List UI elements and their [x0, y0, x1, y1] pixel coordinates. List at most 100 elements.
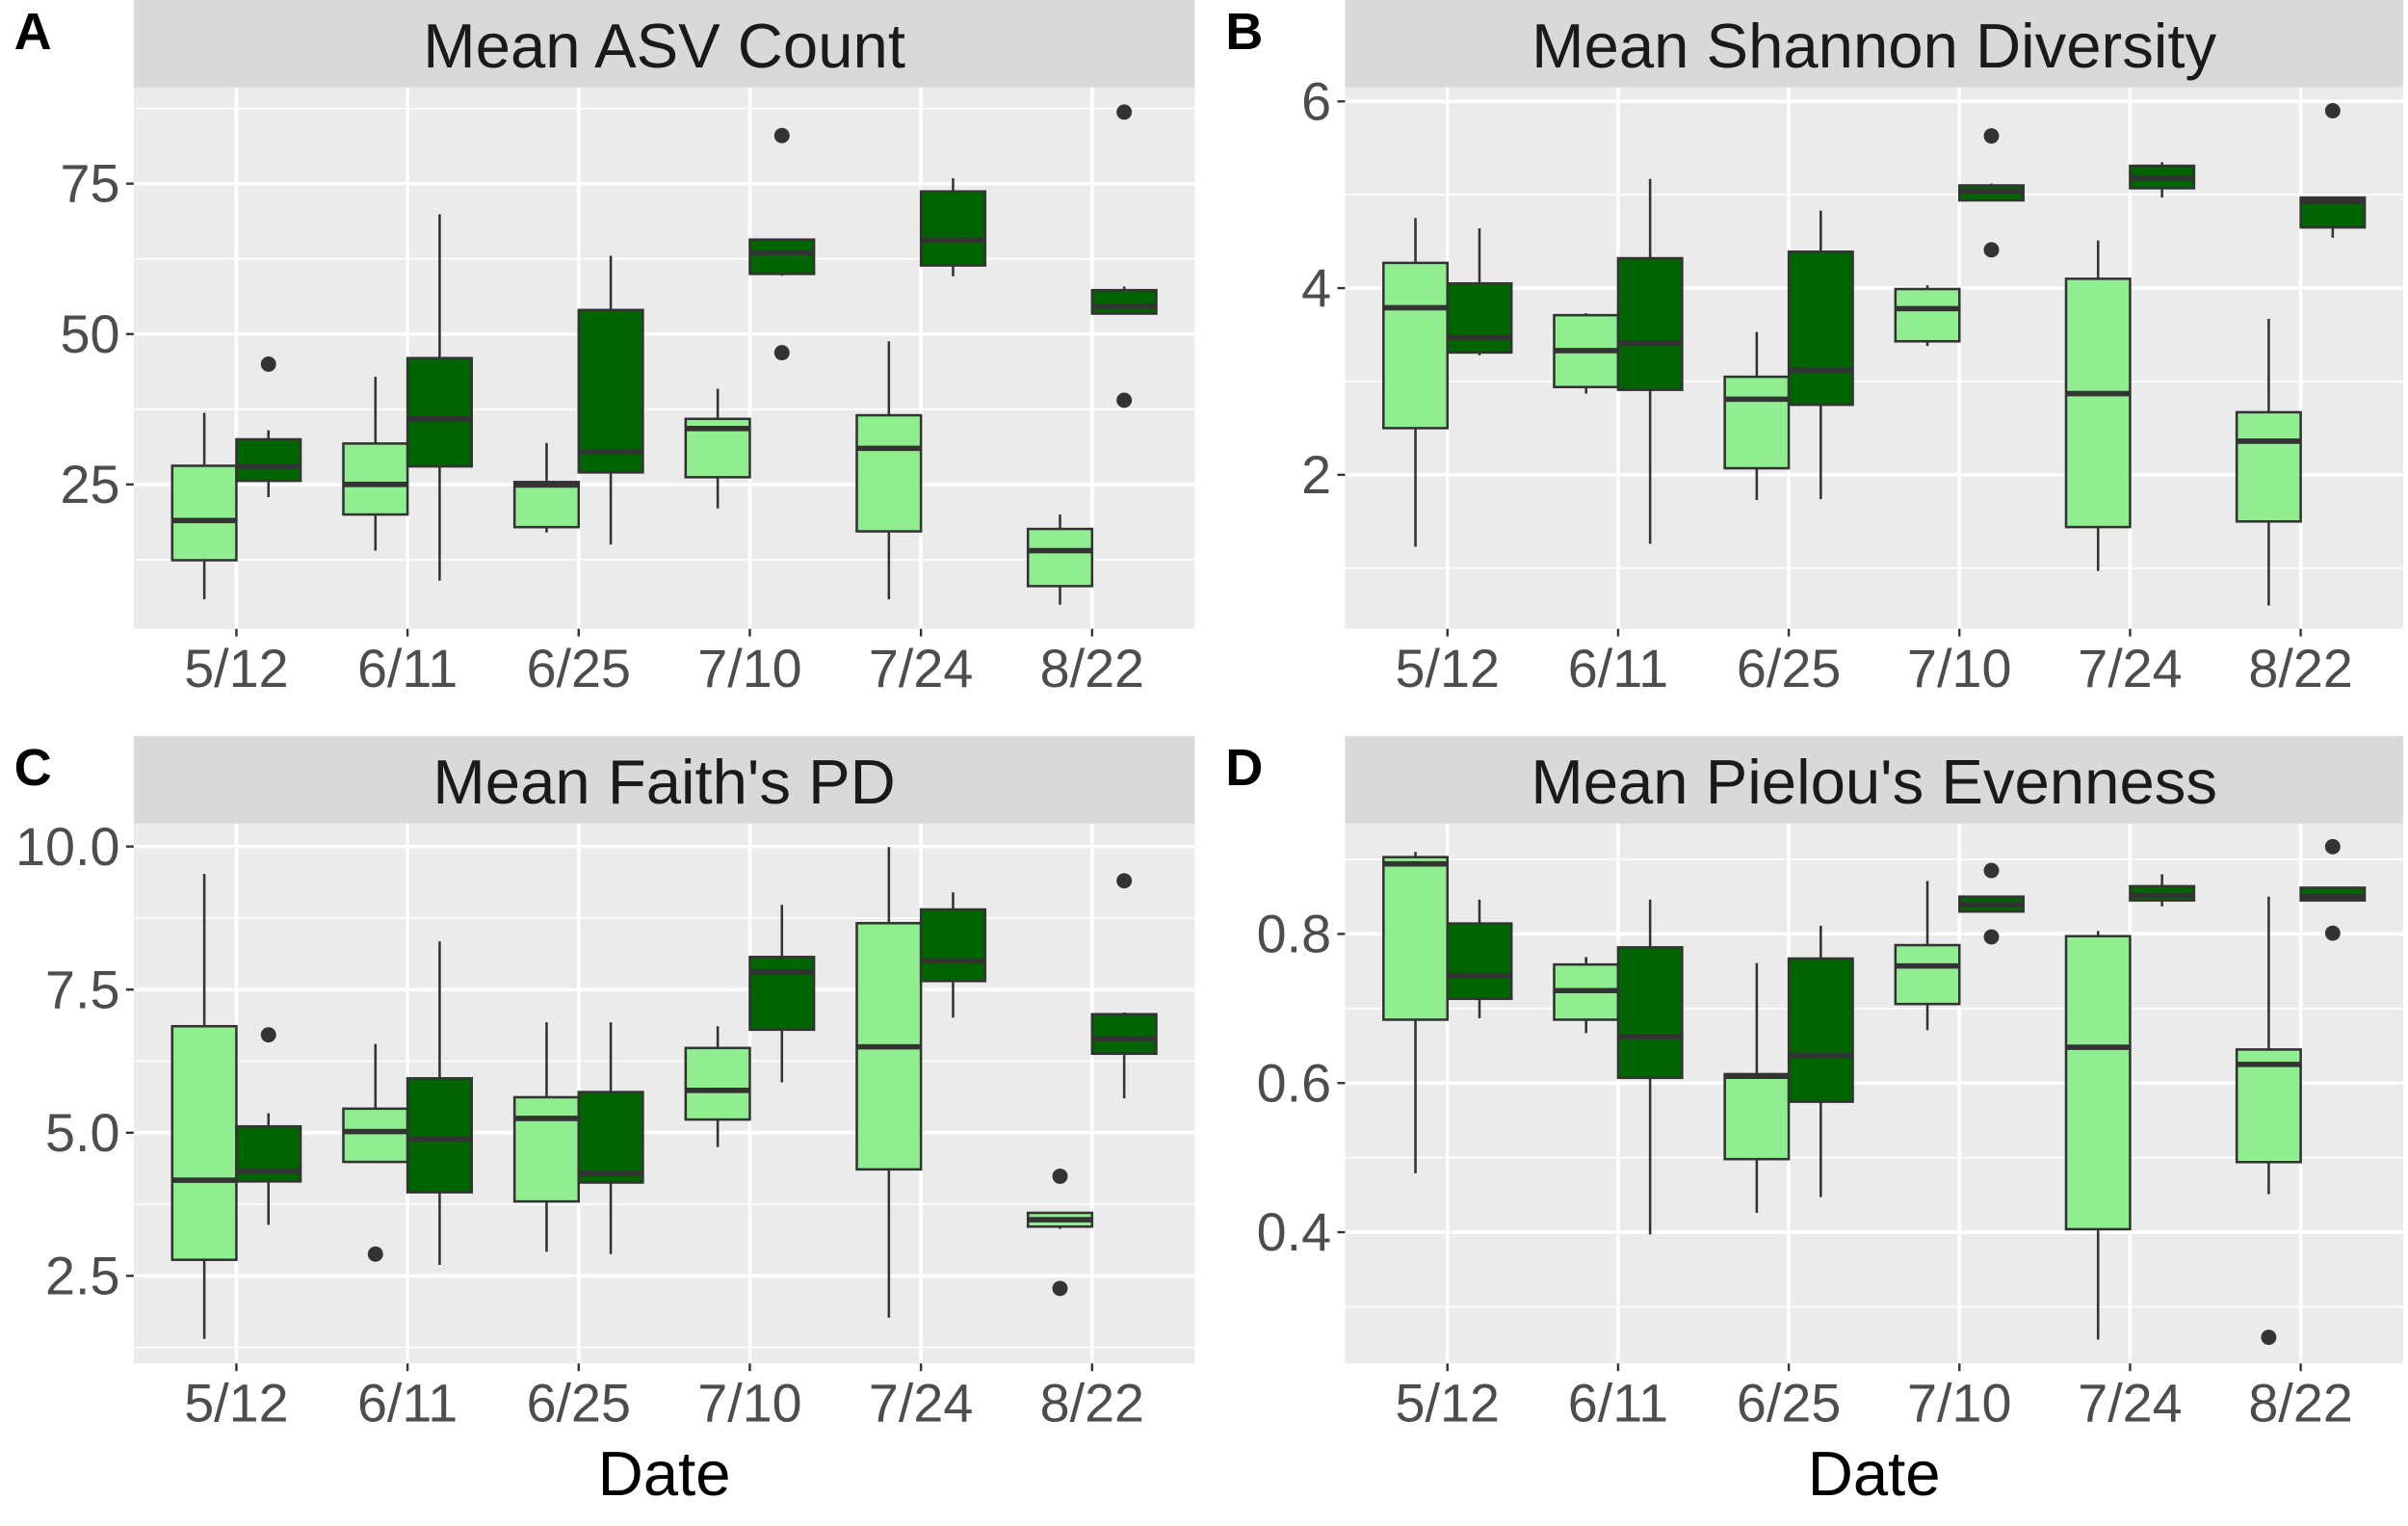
box-iqr: [1787, 250, 1854, 407]
boxplot-dark-5-12: [1446, 899, 1513, 1018]
outlier-point: [1116, 873, 1133, 889]
box-iqr: [2235, 1048, 2302, 1164]
outlier-point: [1983, 128, 2000, 145]
boxplot-dark-5-12: [1446, 228, 1513, 355]
box-iqr: [1894, 287, 1961, 343]
x-tick-label: 6/11: [1568, 639, 1668, 698]
box-iqr: [1446, 922, 1513, 1001]
boxplot-dark-7-24: [919, 178, 987, 276]
box-iqr: [748, 956, 816, 1032]
boxplot-light-6-11: [342, 377, 409, 551]
box-iqr: [577, 308, 644, 474]
boxplot-dark-8-22: [2299, 103, 2367, 238]
boxplot-light-7-24: [855, 847, 923, 1318]
boxplot-dark-6-11: [406, 214, 474, 581]
box-iqr: [170, 1024, 238, 1261]
panel-d: Mean Pielou's Evenness D 0.4 0.6 0.8 5/12 6/11…: [1225, 736, 2403, 1509]
box-iqr: [1894, 943, 1961, 1006]
outlier-point: [1116, 104, 1133, 120]
boxplot-dark-8-22: [1090, 104, 1158, 408]
facet-strip: [1345, 0, 2403, 88]
boxplot-dark-7-10: [748, 905, 816, 1083]
y-tick-label: 0.4: [1257, 1202, 1331, 1262]
boxplot-light-6-11: [1553, 957, 1620, 1034]
boxplot-dark-7-10: [1957, 128, 2025, 258]
boxplot-light-7-24: [2064, 931, 2132, 1340]
y-tick-label: 6: [1301, 71, 1331, 131]
boxplot-light-5-12: [1382, 852, 1450, 1173]
box-iqr: [406, 356, 474, 468]
x-tick-label: 6/11: [357, 1374, 458, 1434]
x-tick-label: 7/24: [869, 1374, 973, 1434]
box-iqr: [1616, 946, 1684, 1080]
boxplot-dark-5-12: [235, 1027, 302, 1225]
outlier-point: [2324, 103, 2341, 118]
x-tick-label: 6/25: [1737, 1374, 1841, 1434]
boxplot-dark-6-25: [1787, 925, 1854, 1197]
x-tick-label: 8/22: [1040, 1374, 1144, 1434]
box-iqr: [1026, 527, 1094, 588]
plot-background: [1345, 823, 2403, 1364]
boxplot-dark-6-25: [577, 255, 644, 545]
panel-c: Mean Faith's PD C 2.5 5.0 7.5 10.0 5/12 6/11 6/2…: [14, 736, 1195, 1509]
y-tick-label: 4: [1301, 258, 1331, 318]
boxplot-dark-7-24: [919, 892, 987, 1018]
boxplot-light-6-25: [1723, 962, 1791, 1213]
boxplot-light-7-10: [684, 388, 751, 509]
box-iqr: [170, 464, 238, 562]
outlier-point: [1983, 242, 2000, 258]
boxplot-dark-6-25: [1787, 210, 1854, 500]
y-tick-label: 7.5: [45, 960, 119, 1019]
boxplot-dark-7-24: [2129, 162, 2196, 198]
x-tick-label: 5/12: [184, 1374, 288, 1434]
boxplot-light-8-22: [1026, 514, 1094, 605]
boxplot-dark-6-25: [577, 1022, 644, 1254]
y-tick-label: 0.6: [1257, 1053, 1331, 1113]
outlier-point: [1983, 862, 2000, 879]
x-tick-label: 8/22: [1040, 639, 1144, 698]
box-iqr: [1787, 957, 1854, 1103]
boxplot-light-6-25: [512, 1022, 581, 1252]
box-iqr: [1446, 281, 1513, 355]
outlier-point: [1116, 392, 1133, 408]
box-iqr: [512, 1095, 581, 1203]
boxplot-dark-8-22: [2299, 838, 2367, 941]
box-iqr: [342, 1107, 409, 1164]
boxplot-light-7-10: [1894, 285, 1961, 347]
box-iqr: [1382, 261, 1450, 430]
x-tick-label: 5/12: [184, 639, 288, 698]
box-iqr: [512, 481, 581, 529]
facet-strip: [1345, 736, 2403, 824]
boxplot-light-6-11: [1553, 313, 1620, 394]
plot-background: [133, 87, 1195, 629]
box-iqr: [1723, 1072, 1791, 1161]
panel-a: Mean ASV Count A 25 50 75 5/12 6/11 6/25 7/10 7/2…: [14, 0, 1195, 698]
boxplot-light-5-12: [1382, 218, 1450, 547]
boxplot-dark-7-10: [748, 127, 816, 361]
x-tick-label: 6/11: [1568, 1374, 1668, 1434]
x-tick-label: 6/11: [357, 639, 458, 698]
boxplot-light-7-24: [2064, 240, 2132, 571]
x-axis-title: Date: [598, 1438, 731, 1509]
panel-letter: B: [1225, 3, 1263, 61]
panel-letter: D: [1225, 739, 1263, 797]
outlier-point: [1052, 1168, 1068, 1184]
x-tick-label: 7/24: [869, 639, 973, 698]
boxplot-light-8-22: [2235, 896, 2302, 1346]
boxplot-light-8-22: [2235, 319, 2302, 606]
boxplot-dark-6-11: [1616, 178, 1684, 544]
outlier-point: [773, 127, 790, 144]
x-tick-label: 7/10: [1907, 639, 2011, 698]
x-tick-label: 6/25: [527, 639, 631, 698]
x-tick-label: 7/10: [1907, 1374, 2011, 1434]
panel-title: Mean Pielou's Evenness: [1531, 747, 2217, 817]
y-tick-label: 50: [61, 304, 120, 364]
boxplot-dark-6-11: [406, 941, 474, 1266]
facet-strip: [133, 736, 1195, 824]
box-iqr: [1090, 288, 1158, 315]
boxplot-light-7-10: [1894, 881, 1961, 1031]
boxplot-dark-7-24: [2129, 874, 2196, 907]
y-tick-label: 25: [61, 455, 120, 514]
outlier-point: [367, 1246, 383, 1262]
box-iqr: [2064, 934, 2132, 1231]
